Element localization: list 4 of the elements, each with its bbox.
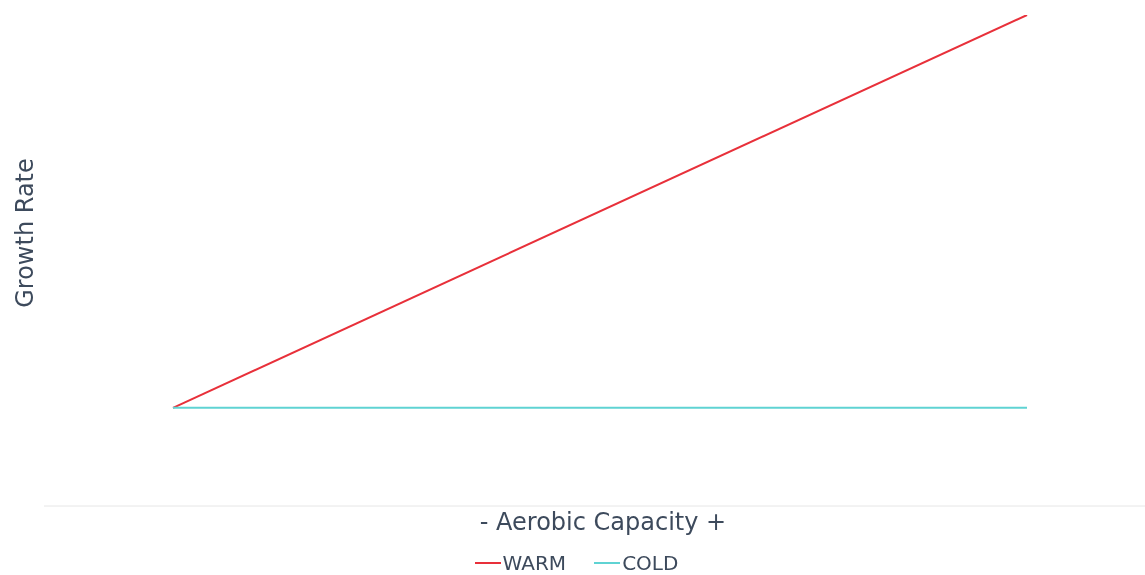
legend-label: COLD <box>622 551 679 575</box>
x-axis-title: - Aerobic Capacity + <box>478 508 728 536</box>
legend-label: WARM <box>502 551 567 575</box>
y-axis-title: Growth Rate <box>11 158 39 308</box>
